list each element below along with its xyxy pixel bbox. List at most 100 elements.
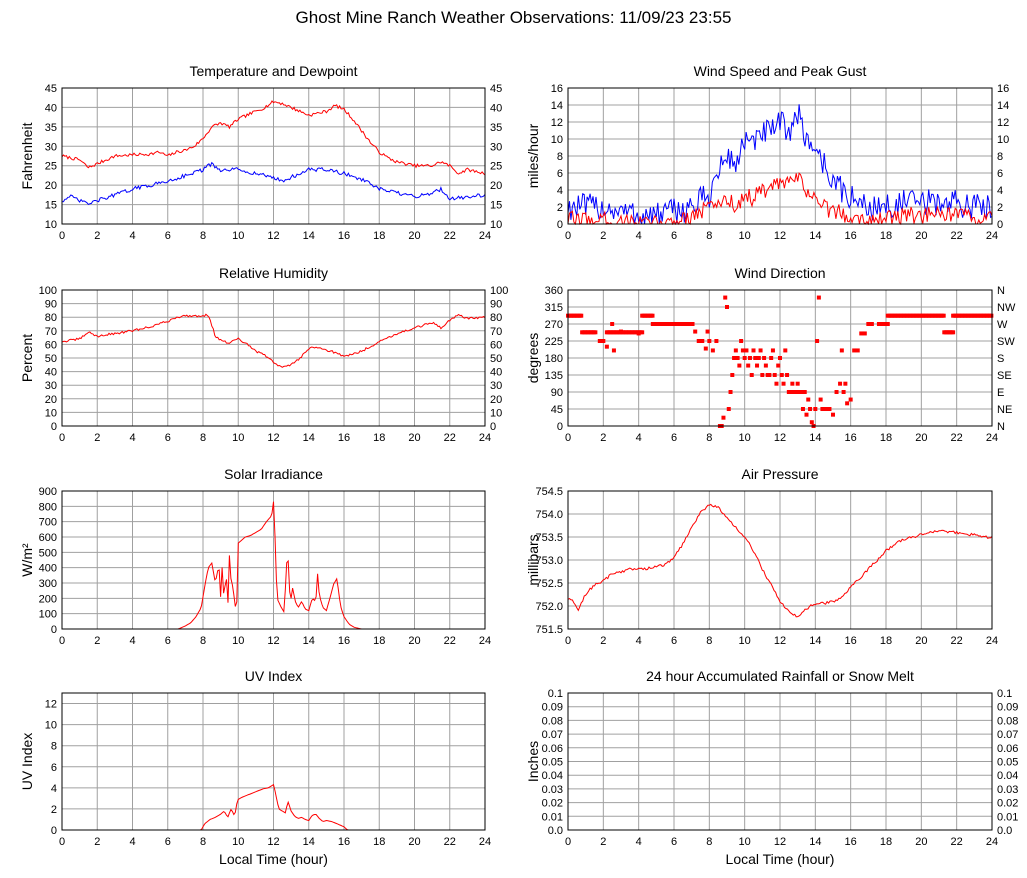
y-tick-label: 180 [545,353,563,365]
data-point [611,348,616,353]
y-tick-label-right: 25 [490,161,502,173]
data-point [703,346,708,351]
y-tick-label: 30 [45,141,57,153]
data-point [746,363,751,368]
data-point [816,295,821,300]
y-tick-label-right: 50 [490,353,502,365]
x-tick-label: 10 [232,432,244,444]
x-tick-label: 24 [479,432,491,444]
y-tick-label: 400 [39,563,57,575]
x-tick-label: 20 [408,836,420,848]
data-point [728,390,733,394]
x-tick-label: 24 [479,635,491,647]
x-tick-label: 12 [774,635,786,647]
x-tick-label: 0 [59,432,65,444]
data-point [758,348,763,353]
data-point [834,390,839,394]
data-point [809,420,814,425]
x-tick-label: 2 [94,635,100,647]
x-tick-label: 20 [915,635,927,647]
y-tick-label: 6 [557,168,563,180]
data-point [730,373,735,377]
y-tick-label: 10 [45,407,57,419]
y-tick-label-right: 35 [490,122,502,134]
x-tick-label: 24 [986,432,998,444]
data-point [650,313,655,318]
y-tick-label: 90 [45,299,57,311]
x-tick-label: 12 [774,432,786,444]
data-point [804,412,809,417]
y-axis-label: UV Index [19,733,35,791]
data-point [619,329,623,334]
y-tick-label-right: 0 [997,219,1003,231]
x-tick-label: 20 [408,230,420,242]
y-tick-label-right: 0.05 [997,757,1018,769]
y-tick-label-right: 10 [490,219,502,231]
data-point [841,390,846,394]
y-tick-label-right: 40 [490,102,502,114]
y-tick-label-right: 70 [490,326,502,338]
x-tick-label: 10 [739,230,751,242]
data-point [579,313,584,318]
y-tick-label: 0 [51,624,57,636]
y-tick-label-right: 0.08 [997,715,1018,727]
x-tick-label: 10 [232,230,244,242]
x-tick-label: 16 [845,836,857,848]
y-tick-label-right: NW [997,302,1016,314]
x-tick-label: 16 [338,230,350,242]
data-point [742,356,747,360]
data-point [813,407,818,411]
y-tick-label: 0.08 [542,715,563,727]
data-point [737,363,742,368]
data-point [749,373,754,377]
y-tick-label: 0.0 [548,825,563,837]
x-tick-label: 12 [267,230,279,242]
y-tick-label: 315 [545,302,563,314]
y-tick-label-right: 20 [490,180,502,192]
x-tick-label: 0 [565,836,571,848]
y-tick-label: 45 [551,404,563,416]
plot-frame [567,87,993,225]
x-tick-label: 24 [986,230,998,242]
x-tick-label: 16 [845,635,857,647]
x-tick-label: 8 [706,230,712,242]
data-point [859,331,864,336]
y-tick-label: 200 [39,593,57,605]
data-point [744,348,749,353]
y-tick-label-right: SW [997,336,1015,348]
y-tick-label-right: E [997,387,1004,399]
plot-frame [61,692,486,831]
x-tick-label: 12 [267,635,279,647]
x-tick-label: 8 [706,836,712,848]
x-tick-label: 22 [951,635,963,647]
data-point [793,390,798,394]
data-point [862,331,867,336]
data-point [597,339,602,343]
x-tick-label: 22 [951,230,963,242]
x-tick-label: 20 [408,432,420,444]
data-point [815,339,820,343]
x-tick-label: 8 [200,836,206,848]
x-tick-label: 14 [303,836,315,848]
y-tick-label: 0.04 [542,770,563,782]
x-tick-label: 8 [200,432,206,444]
data-point [636,331,641,336]
y-tick-label: 80 [45,312,57,324]
data-point [951,330,956,335]
x-tick-label: 0 [565,432,571,444]
y-tick-label: 0.09 [542,702,563,714]
data-point [762,356,767,360]
y-tick-label: 10 [551,134,563,146]
x-tick-label: 4 [636,836,642,848]
x-tick-label: 0 [59,230,65,242]
y-tick-label-right: 80 [490,312,502,324]
plot-frame [567,289,993,427]
data-point [800,407,805,411]
y-tick-label-right: 0.01 [997,811,1018,823]
x-tick-label: 14 [303,635,315,647]
data-point [848,397,853,402]
y-tick-label-right: 12 [997,117,1009,129]
